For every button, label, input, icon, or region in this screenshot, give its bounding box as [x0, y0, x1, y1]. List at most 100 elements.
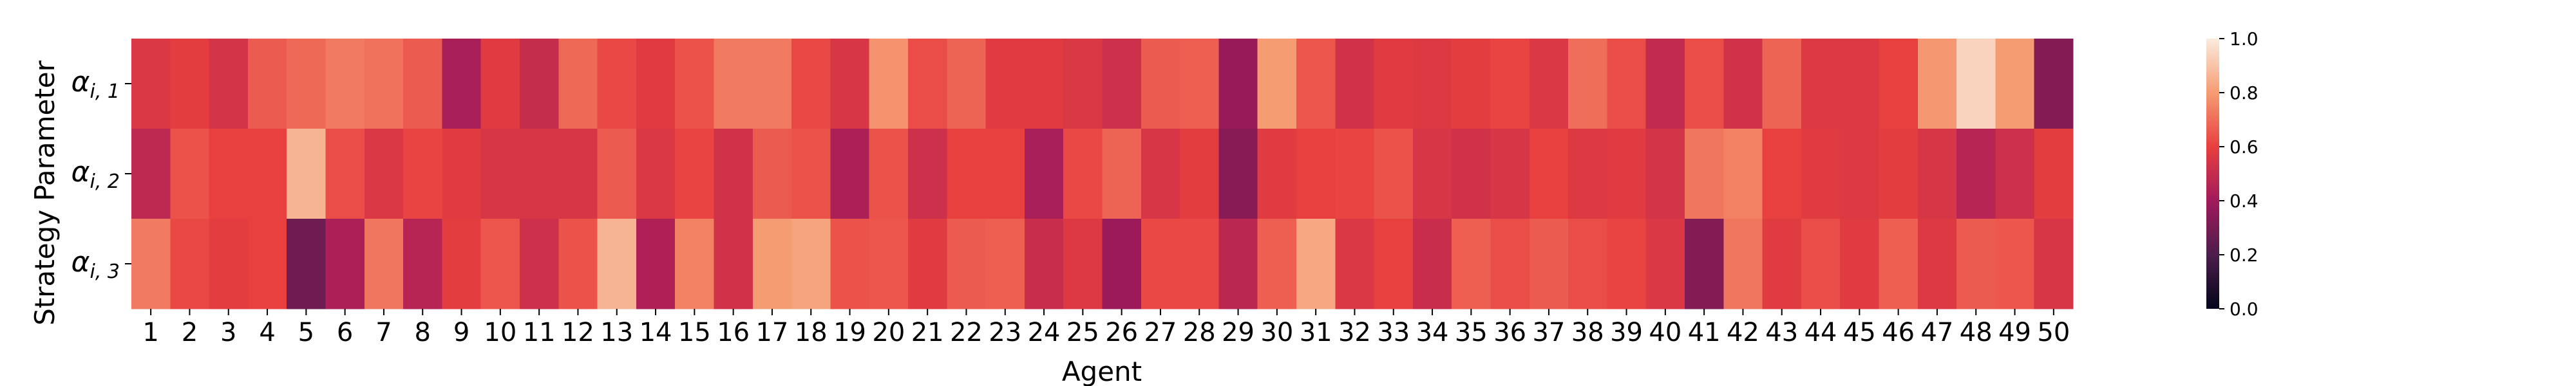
heatmap-cell: [830, 39, 870, 129]
x-tick-label: 39: [1610, 318, 1643, 347]
heatmap-cell: [1452, 219, 1492, 309]
x-tick-label: 46: [1882, 318, 1915, 347]
heatmap-cell: [247, 129, 287, 219]
x-tick-label: 17: [755, 318, 788, 347]
x-tick-label: 25: [1066, 318, 1099, 347]
heatmap-cell: [908, 39, 947, 129]
heatmap-cell: [558, 219, 598, 309]
x-tick-label: 23: [989, 318, 1021, 347]
x-tick-label: 8: [415, 318, 431, 347]
heatmap-cell: [714, 129, 753, 219]
x-tick-label: 26: [1105, 318, 1138, 347]
x-tick-label: 30: [1260, 318, 1293, 347]
colorbar-tick-label: 1.0: [2230, 28, 2259, 50]
x-tick-label: 38: [1571, 318, 1604, 347]
heatmap-cell: [1529, 219, 1569, 309]
heatmap-cell: [1063, 39, 1103, 129]
heatmap-cell: [869, 219, 909, 309]
x-tick-label: 6: [337, 318, 353, 347]
x-tick-label: 21: [911, 318, 944, 347]
heatmap-cell: [1685, 219, 1724, 309]
x-tick-label: 12: [562, 318, 594, 347]
heatmap-cell: [1218, 219, 1258, 309]
x-axis-ticks: 1 2 3 4 5 6 7 8 9 10 11 12 13 14 15 16 17 18 19 20 21 22 23 24 2…: [142, 309, 2070, 347]
x-tick-label: 45: [1843, 318, 1876, 347]
heatmap-cell: [675, 219, 715, 309]
heatmap-cell: [1180, 219, 1219, 309]
heatmap-cell: [1645, 219, 1685, 309]
heatmap-cell: [1412, 129, 1452, 219]
heatmap-cell: [442, 129, 482, 219]
heatmap-cell: [675, 39, 715, 129]
heatmap-cell: [1685, 39, 1724, 129]
heatmap-cell: [209, 129, 249, 219]
heatmap-cell: [1840, 219, 1880, 309]
heatmap-cell: [947, 129, 987, 219]
x-tick-label: 33: [1377, 318, 1410, 347]
x-tick-label: 40: [1649, 318, 1681, 347]
heatmap-cell: [442, 39, 482, 129]
heatmap-cell: [1102, 219, 1142, 309]
colorbar-tick-label: 0.8: [2230, 82, 2259, 104]
colorbar-tick-label: 0.2: [2230, 244, 2259, 266]
heatmap-cell: [131, 39, 171, 129]
heatmap-cell: [1257, 219, 1297, 309]
heatmap-cell: [985, 39, 1025, 129]
heatmap-cell: [1879, 39, 1918, 129]
x-tick-label: 22: [950, 318, 983, 347]
heatmap-cell: [791, 129, 831, 219]
heatmap-cell: [869, 129, 909, 219]
x-tick-label: 16: [717, 318, 750, 347]
x-tick-label: 35: [1455, 318, 1488, 347]
heatmap-cell: [1412, 39, 1452, 129]
heatmap-cell: [1762, 129, 1802, 219]
x-tick-label: 9: [453, 318, 469, 347]
heatmap-cell: [1257, 39, 1297, 129]
heatmap-cell: [364, 219, 404, 309]
x-tick-label: 1: [142, 318, 158, 347]
heatmap-cell: [1102, 129, 1142, 219]
colorbar-gradient: [2206, 39, 2219, 309]
heatmap-cell: [1141, 39, 1180, 129]
heatmap-cell: [830, 219, 870, 309]
heatmap-cell: [1180, 39, 1219, 129]
x-tick-label: 5: [298, 318, 314, 347]
heatmap-cell: [325, 219, 365, 309]
heatmap-cell: [1257, 129, 1297, 219]
heatmap-cell: [558, 129, 598, 219]
x-tick-label: 36: [1493, 318, 1526, 347]
x-tick-label: 20: [872, 318, 905, 347]
heatmap-cell: [209, 219, 249, 309]
heatmap-cell: [520, 129, 559, 219]
heatmap-cell: [947, 39, 987, 129]
x-tick-label: 28: [1183, 318, 1216, 347]
heatmap-cell: [1568, 219, 1607, 309]
heatmap-cell: [287, 129, 327, 219]
x-tick-label: 2: [182, 318, 198, 347]
x-tick-label: 10: [484, 318, 516, 347]
heatmap-cell: [480, 129, 520, 219]
colorbar: 0.0 0.2 0.4 0.6 0.8 1.0: [2206, 28, 2259, 320]
heatmap-cell: [1995, 129, 2035, 219]
heatmap-cell: [209, 39, 249, 129]
heatmap-cell: [1296, 219, 1336, 309]
heatmap-cell: [1762, 219, 1802, 309]
heatmap-cell: [1568, 39, 1607, 129]
colorbar-ticks: 0.0 0.2 0.4 0.6 0.8 1.0: [2219, 28, 2259, 320]
heatmap-cell: [869, 39, 909, 129]
y-axis-label: Strategy Parameter: [29, 60, 61, 326]
heatmap-cell: [131, 129, 171, 219]
heatmap-cell: [1374, 129, 1414, 219]
heatmap-cell: [985, 219, 1025, 309]
heatmap-cell: [1490, 219, 1530, 309]
heatmap-cell: [287, 39, 327, 129]
heatmap-cell: [1218, 129, 1258, 219]
heatmap-cell: [1995, 39, 2035, 129]
heatmap-cell: [403, 39, 442, 129]
heatmap-cell: [1141, 129, 1180, 219]
heatmap-cell: [1685, 129, 1724, 219]
heatmap-cell: [636, 39, 676, 129]
heatmap-cell: [597, 39, 637, 129]
x-tick-label: 18: [795, 318, 828, 347]
colorbar-tick-label: 0.0: [2230, 299, 2259, 320]
